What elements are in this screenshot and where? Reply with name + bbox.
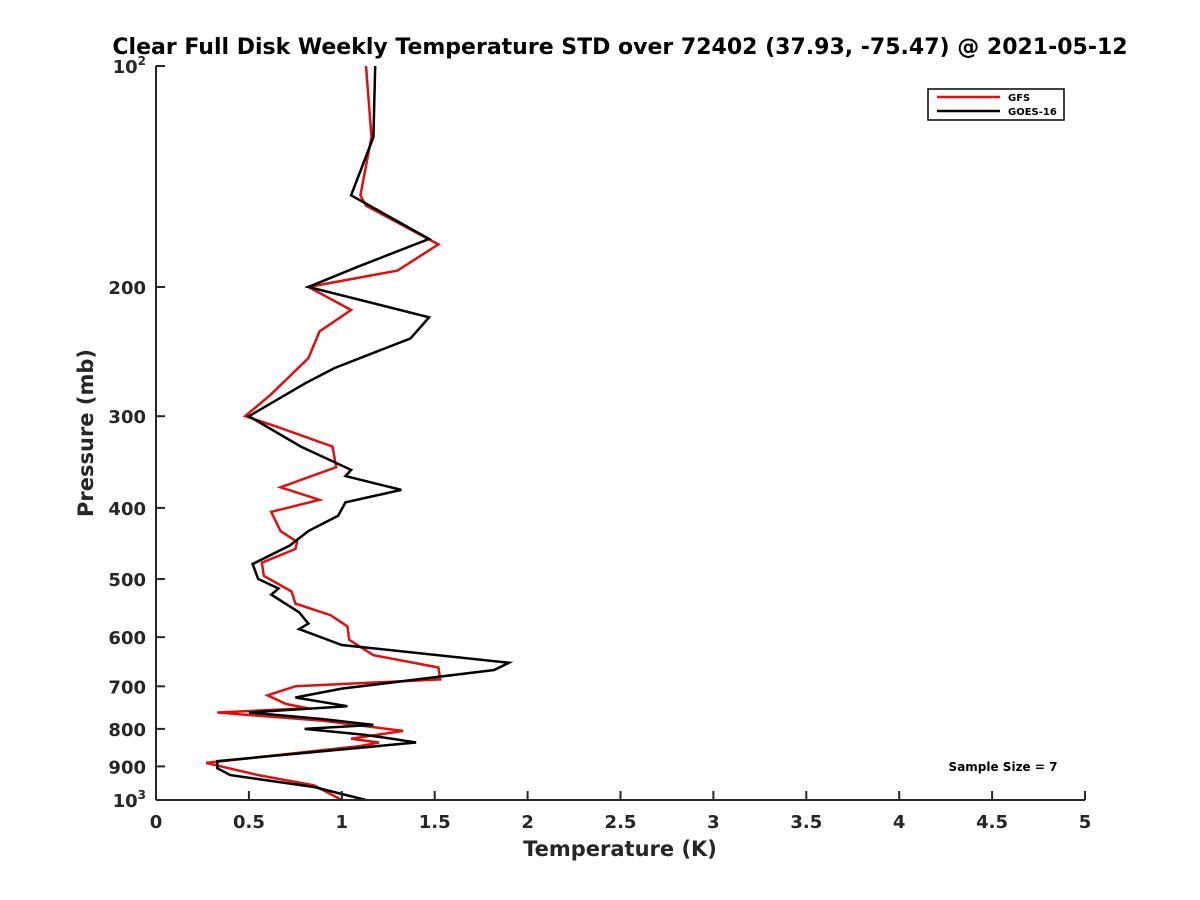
- legend-label-gfs: GFS: [1008, 93, 1030, 104]
- series-line-goes16: [216, 65, 514, 802]
- series-line-gfs: [205, 65, 442, 802]
- y-tick-label-2: 300: [108, 407, 146, 428]
- y-tick-label-9: 103: [113, 788, 146, 812]
- y-tick-label-6: 700: [108, 677, 146, 698]
- y-tick-label-7: 800: [108, 720, 146, 741]
- y-ticks: 102 200 300 400 500 600 700 800 900 103: [108, 54, 165, 812]
- x-tick-label-4: 2: [521, 812, 534, 833]
- y-tick-label-4: 500: [108, 570, 146, 591]
- y-tick-label-1: 200: [108, 278, 146, 299]
- x-tick-label-6: 3: [707, 812, 720, 833]
- x-tick-label-7: 3.5: [790, 812, 822, 833]
- x-axis-label: Temperature (K): [523, 837, 717, 861]
- x-tick-label-8: 4: [893, 812, 906, 833]
- sample-size-annotation: Sample Size = 7: [949, 760, 1058, 774]
- chart-title: Clear Full Disk Weekly Temperature STD o…: [112, 35, 1127, 60]
- x-tick-label-9: 4.5: [976, 812, 1008, 833]
- y-tick-label-0: 102: [113, 54, 146, 78]
- y-tick-label-8: 900: [108, 757, 146, 778]
- y-tick-label-5: 600: [108, 628, 146, 649]
- legend-label-goes16: GOES-16: [1008, 107, 1057, 118]
- x-tick-label-10: 5: [1079, 812, 1092, 833]
- x-tick-label-1: 0.5: [233, 812, 265, 833]
- legend: GFS GOES-16: [927, 88, 1065, 121]
- x-tick-label-3: 1.5: [419, 812, 451, 833]
- legend-box: [927, 88, 1065, 121]
- x-ticks: 0 0.5 1 1.5 2 2.5 3 3.5 4 4.5 5: [150, 791, 1092, 833]
- plot-area: 0 0.5 1 1.5 2 2.5 3 3.5 4 4.5 5 102 200 300 400 500 600…: [108, 54, 1091, 833]
- y-axis-label: Pressure (mb): [74, 349, 98, 517]
- series-layer: [205, 65, 514, 802]
- x-tick-label-2: 1: [336, 812, 349, 833]
- x-tick-label-5: 2.5: [605, 812, 637, 833]
- x-tick-label-0: 0: [150, 812, 163, 833]
- y-tick-label-3: 400: [108, 499, 146, 520]
